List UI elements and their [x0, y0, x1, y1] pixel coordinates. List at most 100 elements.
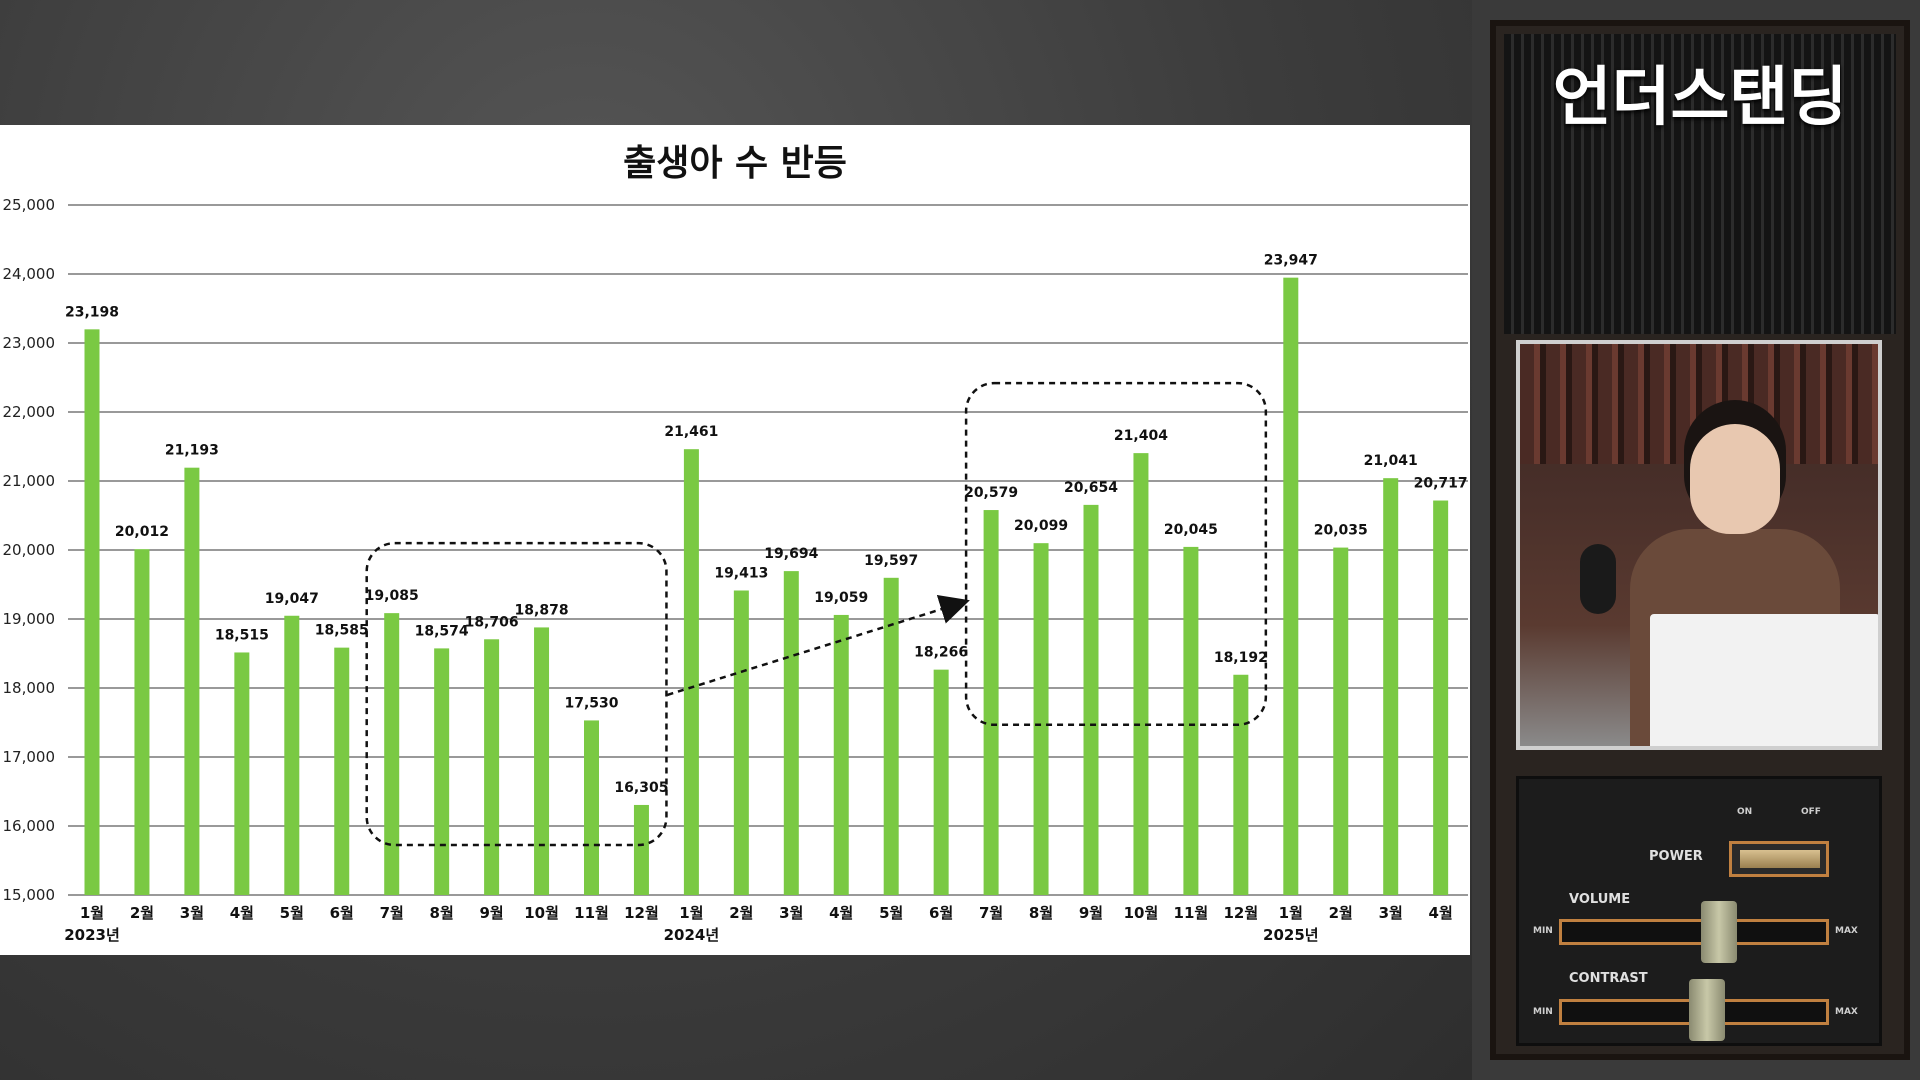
bar — [184, 467, 200, 895]
volume-slider-knob[interactable] — [1701, 901, 1737, 963]
bar — [833, 614, 849, 895]
value-label: 21,461 — [664, 424, 718, 440]
bar — [1333, 547, 1349, 895]
y-tick-label: 22,000 — [3, 403, 56, 421]
microphone-icon — [1580, 544, 1616, 614]
contrast-slider-knob[interactable] — [1689, 979, 1725, 1041]
y-tick-label: 19,000 — [3, 610, 56, 628]
x-tick-label: 5월 — [879, 904, 903, 922]
broadcast-side-panel: 언더스탠딩 ON OFF POWER VOLUME MIN MAX CONTRA… — [1490, 20, 1910, 1060]
bar — [534, 627, 550, 895]
dashed-highlight-box — [964, 381, 1268, 727]
x-tick-label: 8월 — [1029, 904, 1053, 922]
y-tick-label: 15,000 — [3, 886, 56, 904]
volume-slider-track[interactable] — [1559, 919, 1829, 945]
year-label: 2024년 — [664, 926, 720, 944]
chart-title: 출생아 수 반등 — [623, 143, 847, 184]
value-label: 18,574 — [415, 623, 469, 639]
bar — [883, 577, 899, 895]
x-tick-label: 2월 — [130, 904, 154, 922]
contrast-label: CONTRAST — [1569, 971, 1648, 986]
bar — [1133, 453, 1149, 895]
presenter-head — [1690, 424, 1780, 534]
value-label: 20,717 — [1414, 476, 1468, 492]
x-tick-label: 7월 — [979, 904, 1003, 922]
bar — [733, 590, 749, 895]
value-label: 21,404 — [1114, 428, 1168, 444]
y-tick-label: 17,000 — [3, 748, 56, 766]
presenter-camera-feed — [1516, 340, 1882, 750]
x-tick-label: 10월 — [1124, 904, 1159, 922]
decorative-slats — [1504, 34, 1896, 334]
x-tick-label: 6월 — [929, 904, 953, 922]
x-tick-label: 4월 — [1429, 904, 1453, 922]
value-label: 19,413 — [714, 566, 768, 582]
volume-min-label: MIN — [1533, 926, 1553, 936]
value-label: 18,192 — [1214, 650, 1268, 666]
x-tick-label: 9월 — [1079, 904, 1103, 922]
y-tick-label: 20,000 — [3, 541, 56, 559]
power-switch[interactable] — [1729, 841, 1829, 877]
y-tick-label: 23,000 — [3, 334, 56, 352]
year-label: 2025년 — [1263, 926, 1319, 944]
bar — [384, 613, 400, 895]
bar-chart: 출생아 수 반등 15,000 16,000 17,000 18,000 19,000 20… — [3, 143, 1468, 944]
bar — [434, 648, 450, 895]
value-label: 20,012 — [115, 524, 169, 540]
x-tick-label: 6월 — [330, 904, 354, 922]
bar — [1283, 277, 1299, 895]
value-label: 19,047 — [265, 591, 319, 607]
value-label: 23,947 — [1264, 253, 1318, 269]
x-tick-label: 3월 — [779, 904, 803, 922]
y-tick-label: 24,000 — [3, 265, 56, 283]
value-label: 17,530 — [564, 695, 618, 711]
power-on-label: ON — [1737, 807, 1753, 817]
value-label: 23,198 — [65, 304, 119, 320]
chart-slide: 출생아 수 반등 15,000 16,000 17,000 18,000 19,000 20… — [0, 125, 1470, 955]
bar — [933, 669, 949, 895]
power-switch-knob[interactable] — [1740, 850, 1820, 868]
value-label: 20,045 — [1164, 522, 1218, 538]
channel-logo: 언더스탠딩 — [1552, 61, 1848, 135]
bar — [1433, 500, 1449, 895]
x-tick-label: 12월 — [624, 904, 659, 922]
bar — [234, 652, 250, 895]
bar — [484, 639, 500, 895]
trend-arrow — [667, 594, 970, 697]
x-tick-label: 11월 — [574, 904, 609, 922]
contrast-max-label: MAX — [1835, 1007, 1858, 1017]
x-tick-label: 10월 — [524, 904, 559, 922]
bar — [584, 720, 599, 895]
x-tick-label: 12월 — [1224, 904, 1259, 922]
x-tick-label: 1월 — [679, 904, 703, 922]
bar — [84, 329, 100, 895]
value-label: 18,585 — [315, 623, 369, 639]
value-label: 18,515 — [215, 627, 269, 643]
y-tick-label: 18,000 — [3, 679, 56, 697]
value-label: 19,597 — [864, 553, 918, 569]
retro-control-panel: ON OFF POWER VOLUME MIN MAX CONTRAST MIN… — [1516, 776, 1882, 1046]
bar — [284, 615, 300, 895]
value-label: 16,305 — [614, 780, 668, 796]
x-tick-label: 1월 — [80, 904, 104, 922]
power-off-label: OFF — [1801, 807, 1821, 817]
value-label: 20,099 — [1014, 518, 1068, 534]
x-tick-label: 3월 — [180, 904, 204, 922]
value-label: 18,266 — [914, 645, 968, 661]
bar — [783, 571, 799, 895]
x-tick-label: 2월 — [729, 904, 753, 922]
value-label: 20,035 — [1314, 523, 1368, 539]
y-tick-label: 21,000 — [3, 472, 56, 490]
bar — [134, 549, 150, 895]
x-tick-label: 9월 — [479, 904, 503, 922]
bar — [334, 647, 350, 895]
year-label: 2023년 — [64, 926, 120, 944]
y-tick-label: 16,000 — [3, 817, 56, 835]
volume-label: VOLUME — [1569, 892, 1631, 907]
value-label: 19,059 — [814, 590, 868, 606]
bar — [1383, 478, 1399, 895]
value-label: 20,579 — [964, 485, 1018, 501]
value-label: 18,706 — [465, 614, 519, 630]
bar — [633, 804, 649, 895]
x-tick-label: 1월 — [1279, 904, 1303, 922]
